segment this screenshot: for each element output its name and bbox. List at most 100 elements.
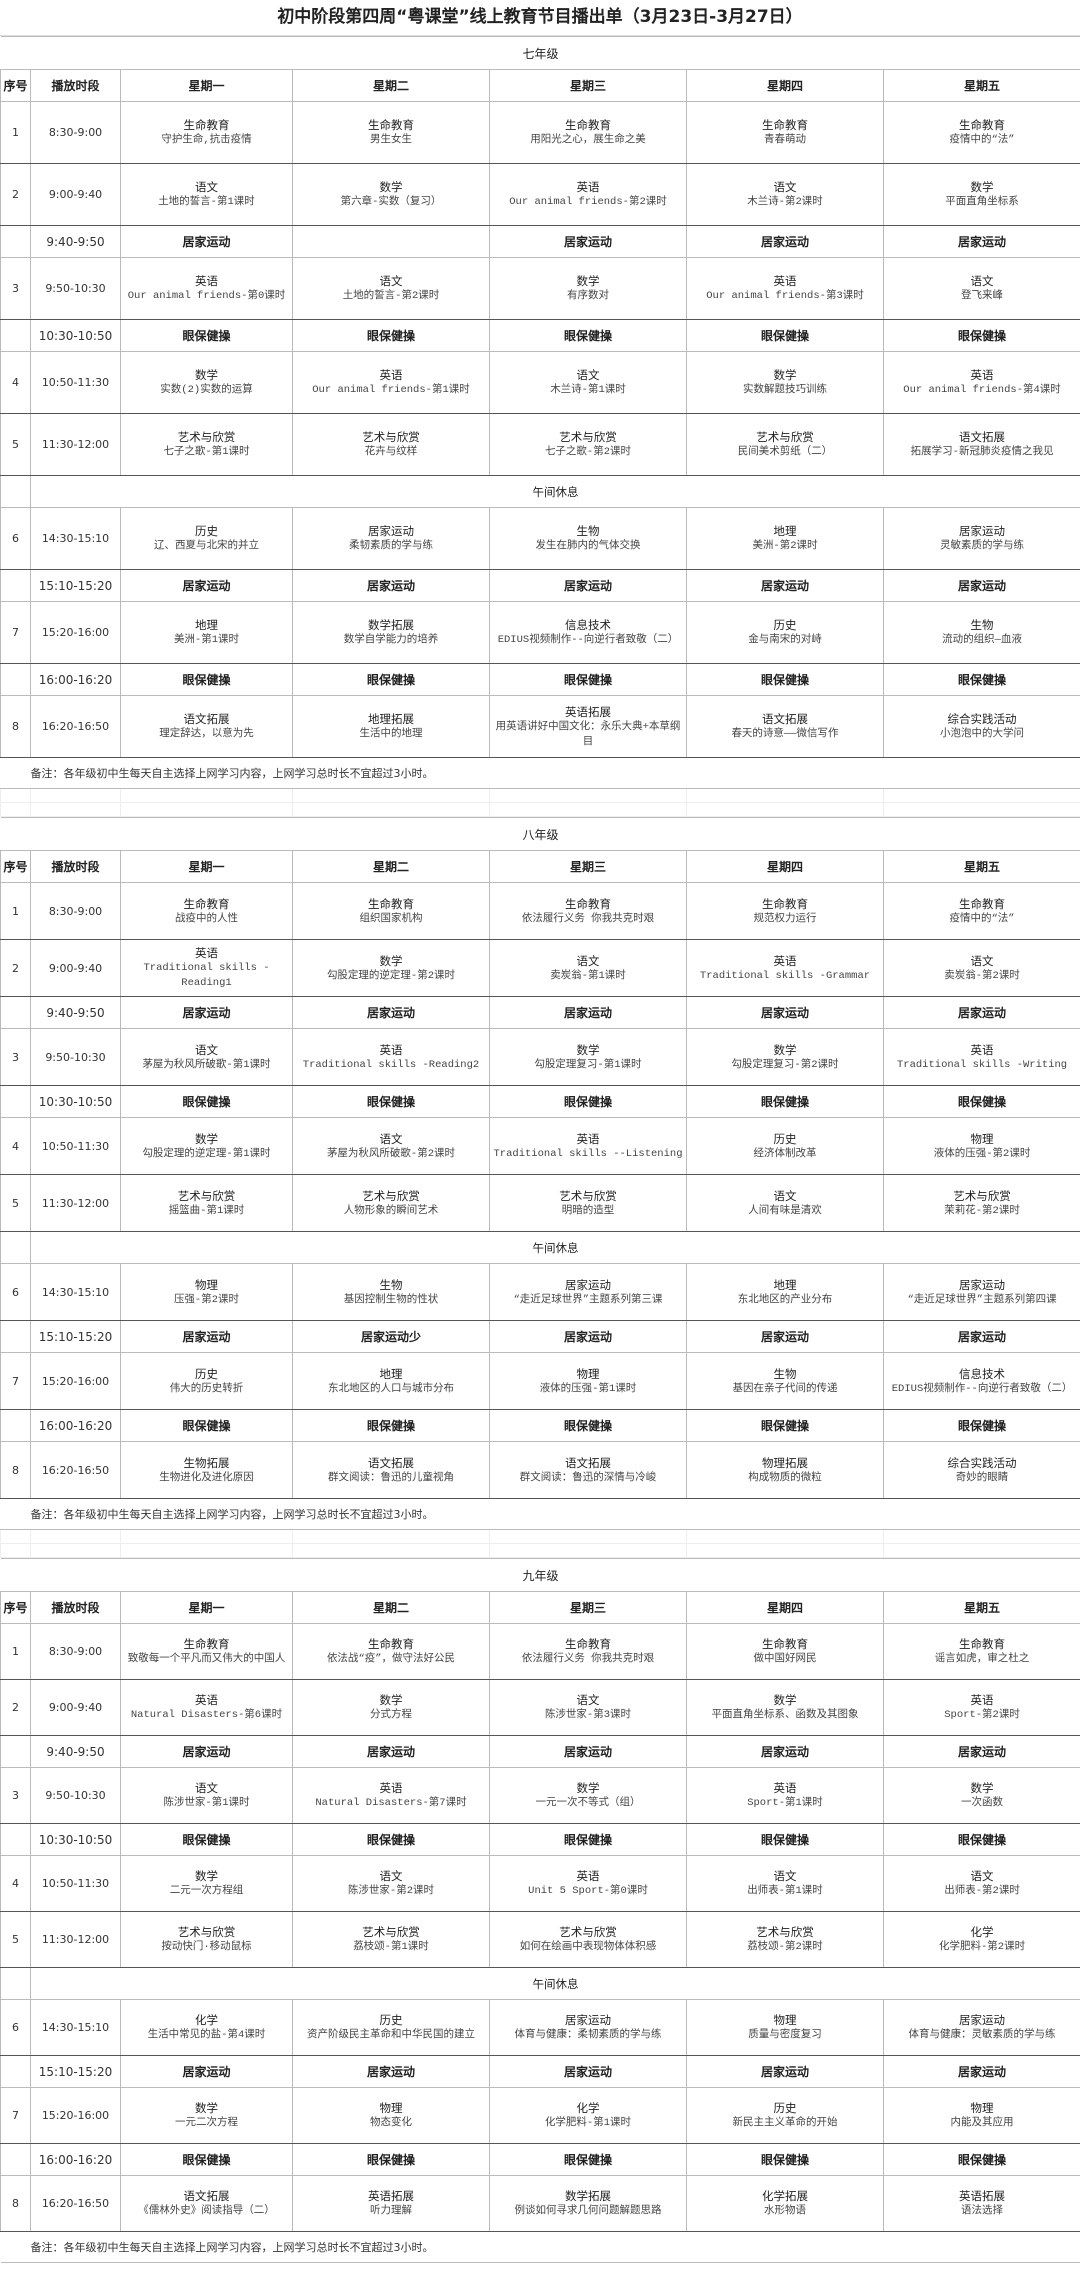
lesson-cell: 历史 经济体制改革 [686,1117,884,1175]
lesson-cell: 生命教育 致敬每一个平凡而又伟大的中国人 [120,1623,293,1680]
activity-cell: 眼保健操 [882,1409,1080,1442]
lesson-row: 4 10:50-11:30 数学 二元一次方程组 语文 陈涉世家-第2课时 英语 Unit 5… [0,1855,1080,1912]
lesson-cell: 语文 陈涉世家-第2课时 [292,1855,490,1912]
subject-name: 信息技术 [959,1366,1006,1381]
lesson-topic: 茉莉花-第2课时 [944,1204,1020,1217]
lesson-row: 6 14:30-15:10 历史 辽、西夏与北宋的并立 居家运动 柔韧素质的学与练 生物 发生… [0,507,1080,570]
lesson-cell: 英语 Our animal friends-第1课时 [292,351,490,414]
lesson-topic: “走近足球世界”主题系列第三课 [513,1293,663,1306]
lesson-cell: 生物 基因在亲子代间的传递 [686,1352,884,1410]
lesson-cell: 数学拓展 例谈如何寻求几何问题解题思路 [489,2175,687,2232]
blank-cell [30,1543,121,1558]
lesson-cell: 生命教育 谣言如虎，审之杜之 [882,1623,1080,1680]
lesson-cell: 艺术与欣赏 民间美术剪纸（二） [686,413,884,476]
activity-cell: 居家运动 [120,1320,293,1353]
lesson-topic: 压强-第2课时 [173,1293,240,1306]
lesson-topic: 构成物质的微粒 [748,1471,822,1484]
lesson-cell: 数学 分式方程 [292,1679,490,1736]
lesson-topic: 美洲-第2课时 [752,540,818,552]
activity-row: 16:00-16:20 眼保健操 眼保健操 眼保健操 眼保健操 眼保健操 [0,2143,1080,2176]
time-slot: 10:30-10:50 [30,1085,121,1118]
blank-row [0,1543,1080,1558]
activity-cell: 眼保健操 [686,319,884,352]
lesson-cell: 艺术与欣赏 明暗的造型 [489,1174,687,1232]
time-slot: 8:30-9:00 [30,882,121,940]
lesson-row: 2 9:00-9:40 语文 土地的誓言-第1课时 数学 第六章-实数（复习） 英语 Our … [0,163,1080,226]
lesson-cell: 语文拓展 理定辞达，以意为先 [120,695,293,758]
subject-name: 数学拓展 [368,618,414,632]
seq-cell: 1 [0,101,31,164]
lesson-cell: 历史 新民主主义革命的开始 [686,2087,884,2144]
time-slot: 16:00-16:20 [30,663,121,696]
activity-cell: 居家运动 [489,225,687,258]
subject-name: 语文拓展 [762,712,808,726]
lesson-topic: 木兰诗-第1课时 [550,384,626,396]
subject-name: 语文 [773,180,797,194]
lesson-cell: 生命教育 青春萌动 [686,101,884,164]
subject-name: 信息技术 [565,618,611,632]
subject-name: 语文拓展 [368,1455,414,1470]
subject-name: 语文 [576,953,600,968]
blank-cell [686,802,884,817]
lesson-cell: 居家运动 体育与健康：柔韧素质的学与练 [489,1999,687,2056]
lunch-break-row: 午间休息 [0,1967,1080,2000]
subject-name: 生命教育 [762,118,808,132]
seq-cell [0,1823,31,1856]
lesson-cell: 英语 Sport-第2课时 [882,1679,1080,1736]
lesson-cell: 生命教育 做中国好网民 [686,1623,884,1680]
lesson-cell: 艺术与欣赏 荔枝颂-第2课时 [686,1911,884,1968]
lesson-cell: 物理 内能及其应用 [882,2087,1080,2144]
activity-cell [292,225,490,258]
activity-row: 10:30-10:50 眼保健操 眼保健操 眼保健操 眼保健操 眼保健操 [0,1085,1080,1118]
blank-cell [292,1529,490,1544]
subject-name: 语文拓展 [959,430,1006,444]
lesson-topic: 群文阅读：鲁迅的深情与冷峻 [519,1471,657,1484]
subject-name: 物理 [970,1131,994,1146]
subject-name: 化学拓展 [762,2189,808,2203]
lesson-row: 3 9:50-10:30 语文 陈涉世家-第1课时 英语 Natural Disaster… [0,1767,1080,1824]
lesson-topic: 实数(2)实数的运算 [160,384,253,396]
lesson-topic: 发生在肺内的气体交换 [535,540,641,552]
lesson-topic: 听力理解 [370,2205,412,2217]
blank-cell [0,1543,31,1558]
lesson-topic: 依法战“疫”，做守法好公民 [326,1653,456,1665]
time-slot: 10:50-11:30 [30,1855,121,1912]
lesson-cell: 英语拓展 听力理解 [292,2175,490,2232]
seq-cell: 2 [0,1679,31,1736]
lesson-cell: 艺术与欣赏 摇篮曲-第1课时 [120,1174,293,1232]
header-day: 星期五 [882,1591,1080,1624]
lesson-topic: Sport-第2课时 [944,1709,1020,1721]
lesson-row: 7 15:20-16:00 地理 美洲-第1课时 数学拓展 数学自学能力的培养 信息技术 ED… [0,601,1080,664]
lesson-cell: 语文 卖炭翁-第2课时 [882,939,1080,997]
activity-row: 10:30-10:50 眼保健操 眼保健操 眼保健操 眼保健操 眼保健操 [0,319,1080,352]
header-day: 星期四 [686,69,884,102]
schedule-container: 七年级 序号 播放时段 星期一 星期二 星期三 星期四 星期五 1 8:30-9:00 生命教育 守护… [0,36,1080,2263]
subject-name: 艺术与欣赏 [362,1188,420,1203]
time-slot: 9:40-9:50 [30,225,121,258]
subject-name: 地理 [773,1277,797,1292]
seq-cell: 6 [0,507,31,570]
subject-name: 语文拓展 [565,1455,611,1470]
lesson-row: 5 11:30-12:00 艺术与欣赏 七子之歌-第1课时 艺术与欣赏 花卉与纹样 艺术与欣… [0,413,1080,476]
lesson-topic: 如何在绘画中表现物体体积感 [519,1941,657,1953]
activity-cell: 居家运动 [882,569,1080,602]
time-slot: 9:00-9:40 [30,1679,121,1736]
lesson-topic: Traditional skills -Reading1 [143,962,270,989]
activity-cell: 眼保健操 [489,1085,687,1118]
lesson-cell: 数学 勾股定理复习-第2课时 [686,1028,884,1086]
subject-name: 数学 [970,180,994,194]
subject-name: 数学 [970,1781,994,1795]
lesson-topic: 数学自学能力的培养 [343,634,439,646]
lesson-topic: Unit 5 Sport-第0课时 [528,1885,648,1897]
seq-cell: 7 [0,601,31,664]
activity-cell: 眼保健操 [292,319,490,352]
subject-name: 物理 [379,2101,403,2115]
lesson-cell: 语文 陈涉世家-第3课时 [489,1679,687,1736]
subject-name: 英语拓展 [565,704,611,719]
lesson-topic: 例谈如何寻求几何问题解题思路 [514,2205,662,2217]
lesson-cell: 生命教育 疫情中的“法” [882,882,1080,940]
grade-schedule-table: 九年级 序号 播放时段 星期一 星期二 星期三 星期四 星期五 1 8:30-9:00 生命教育 致敬… [0,1558,1080,2263]
lesson-cell: 物理 质量与密度复习 [686,1999,884,2056]
lesson-topic: 致敬每一个平凡而又伟大的中国人 [127,1653,286,1665]
blank-row [0,788,1080,803]
